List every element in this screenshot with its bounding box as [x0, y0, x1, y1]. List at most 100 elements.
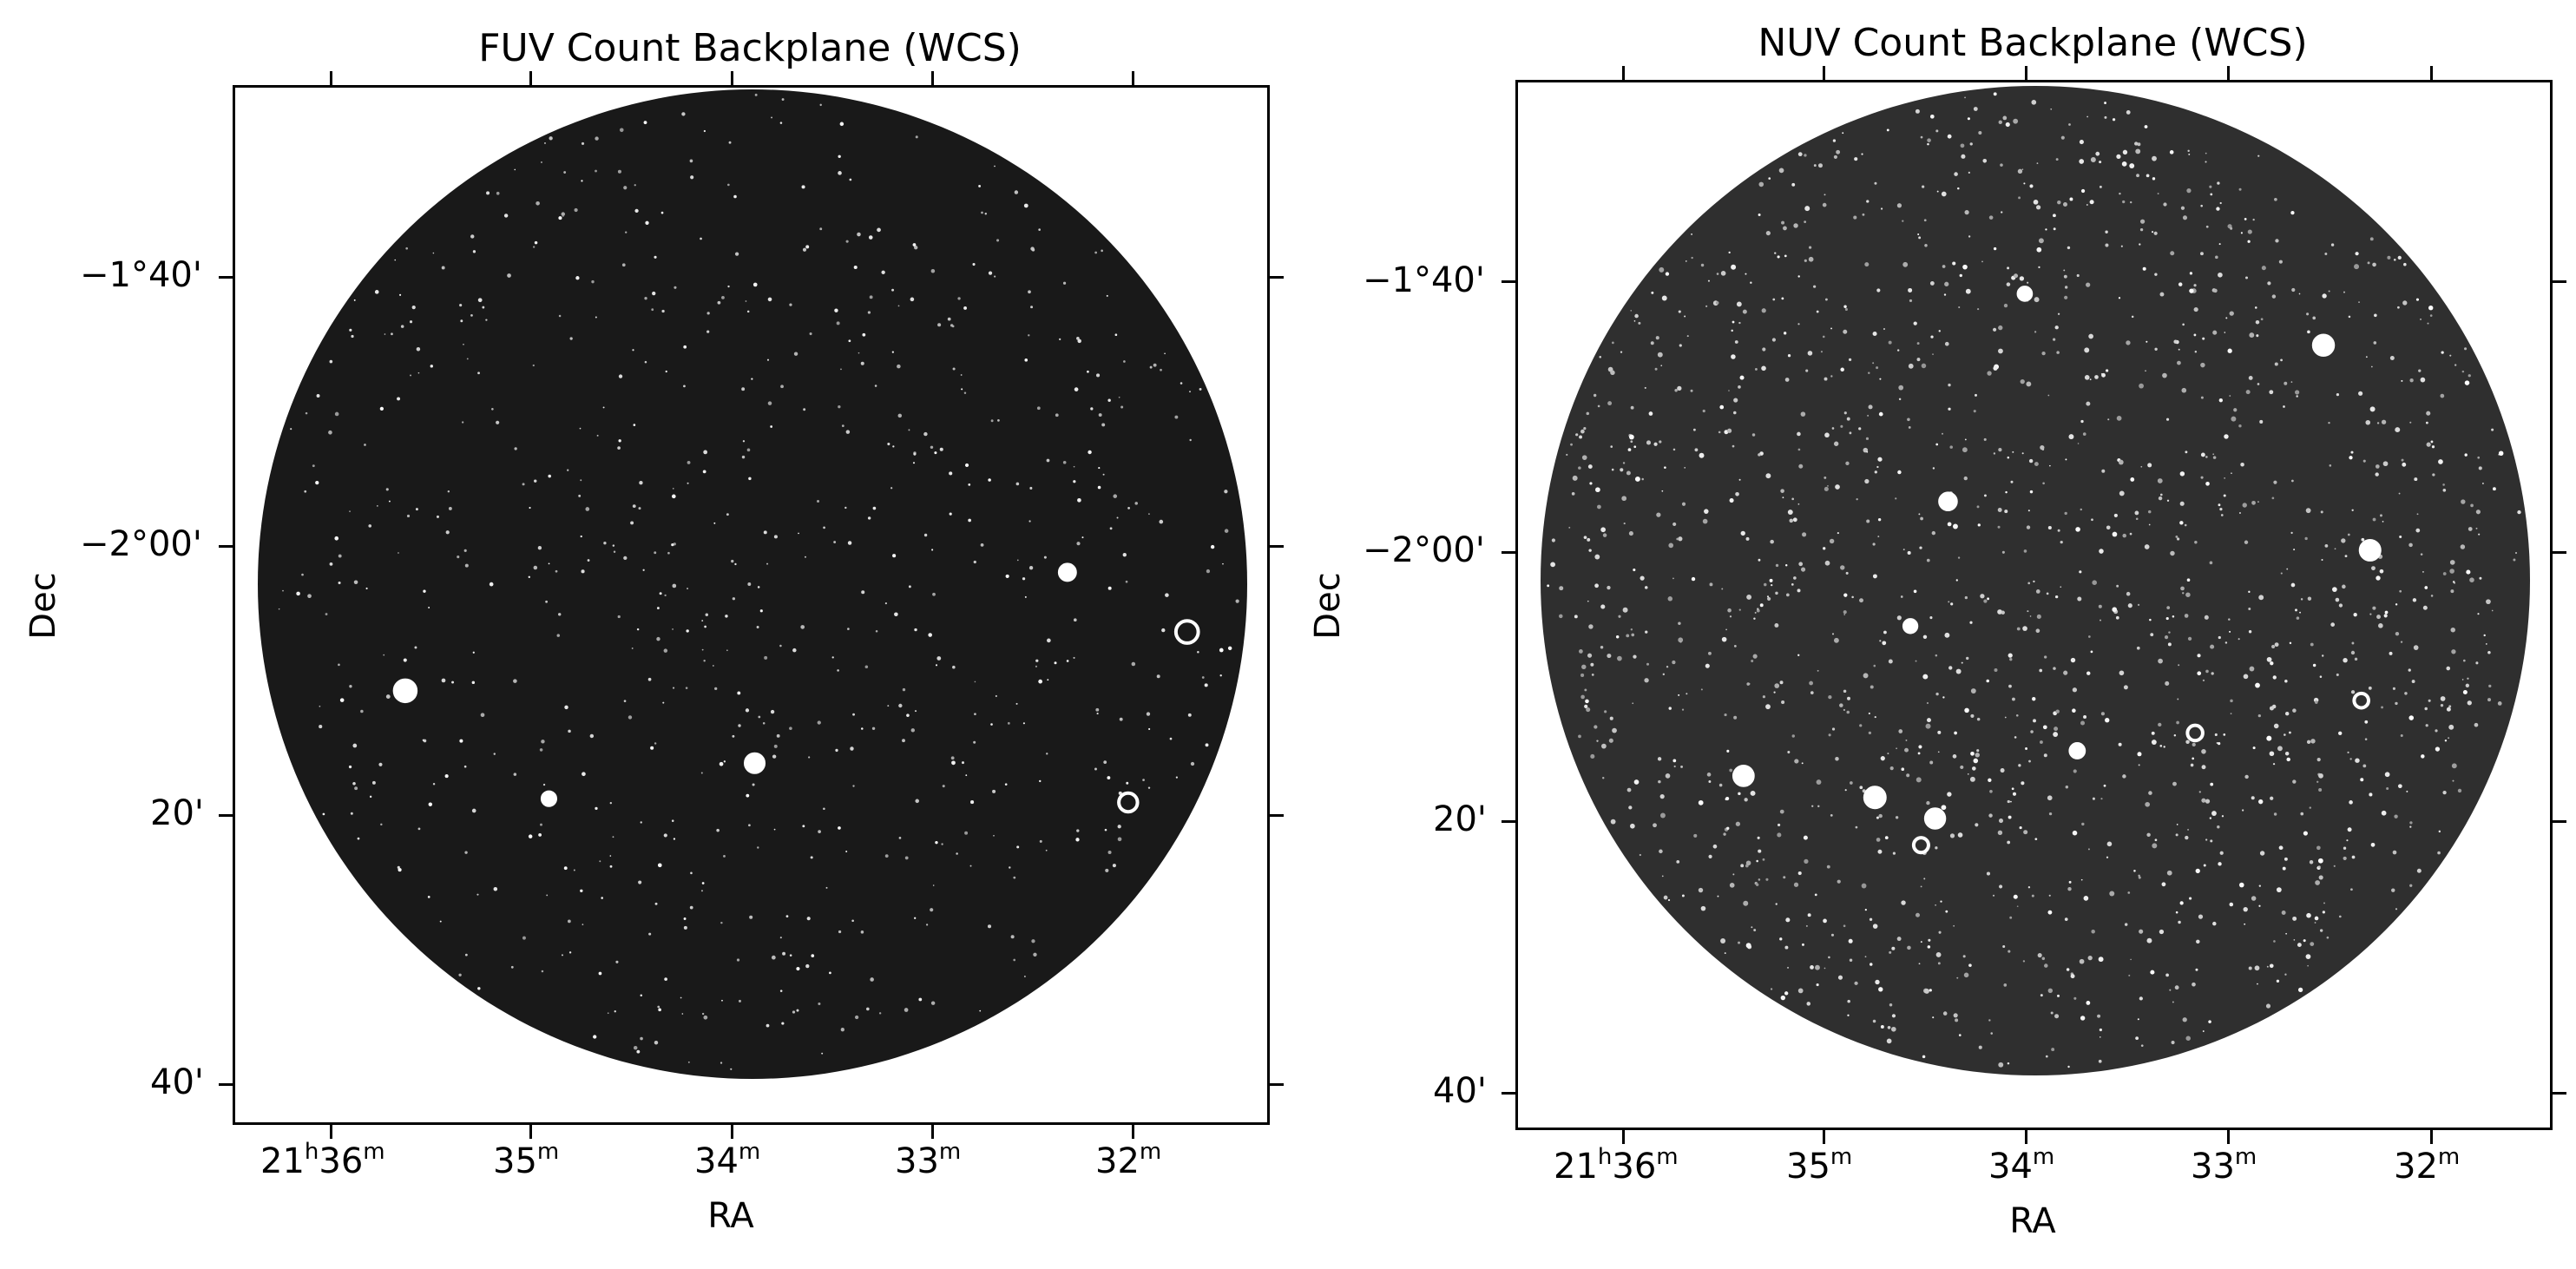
star — [1597, 504, 1601, 510]
star — [1658, 779, 1661, 784]
star — [1929, 115, 1935, 119]
star — [1835, 756, 1839, 761]
star — [2194, 540, 2198, 544]
star — [720, 1062, 723, 1064]
star — [2217, 825, 2220, 829]
star — [793, 352, 798, 356]
star — [803, 408, 806, 411]
star — [282, 589, 284, 592]
star — [949, 512, 952, 516]
star — [2122, 200, 2126, 204]
star — [2200, 476, 2204, 479]
star — [914, 628, 917, 632]
star — [1190, 761, 1195, 766]
star — [1983, 599, 1988, 603]
star — [1797, 323, 1800, 325]
star — [2157, 193, 2159, 195]
star — [884, 602, 887, 605]
star — [2273, 723, 2279, 729]
star — [2409, 421, 2412, 424]
star — [2481, 483, 2484, 484]
star — [1126, 781, 1129, 785]
star — [1824, 560, 1830, 566]
star — [2142, 266, 2146, 271]
star — [1948, 601, 1950, 603]
star — [1843, 329, 1848, 334]
star — [1831, 427, 1835, 430]
star — [2185, 835, 2189, 840]
star — [1705, 663, 1710, 668]
fuv-dec-tick-label: 20' — [150, 793, 204, 833]
star — [772, 754, 777, 759]
star — [2212, 453, 2215, 456]
star — [1650, 341, 1654, 345]
star — [1998, 447, 2002, 452]
star — [2381, 419, 2387, 424]
star — [2158, 658, 2163, 664]
star — [2379, 514, 2382, 517]
star — [568, 951, 572, 954]
star — [1733, 644, 1737, 648]
star — [789, 954, 792, 957]
fuv-left-tick — [219, 276, 233, 279]
star — [2218, 742, 2221, 746]
star — [1594, 583, 1599, 588]
star — [2470, 503, 2474, 508]
star — [374, 290, 379, 294]
star — [1153, 363, 1157, 367]
star — [609, 865, 613, 868]
star — [1920, 516, 1923, 521]
star — [1709, 582, 1713, 587]
star — [2218, 862, 2222, 866]
star — [2028, 759, 2031, 763]
star — [1676, 859, 1680, 864]
star — [1954, 172, 1958, 176]
star — [1935, 846, 1938, 850]
star — [1765, 473, 1771, 479]
star — [1733, 398, 1738, 403]
star — [1046, 458, 1050, 463]
bright-source — [1173, 619, 1200, 645]
star — [908, 429, 910, 431]
star — [352, 782, 356, 786]
star — [2368, 686, 2372, 690]
star — [1023, 203, 1028, 208]
star — [380, 823, 383, 826]
star — [2150, 633, 2154, 637]
star — [1029, 486, 1033, 490]
star — [2273, 480, 2277, 484]
star — [950, 324, 954, 327]
star — [1686, 693, 1688, 695]
star — [1779, 937, 1783, 941]
star — [1125, 580, 1128, 583]
star — [1873, 664, 1876, 667]
star — [1896, 747, 1897, 750]
star — [2221, 815, 2224, 818]
star — [2086, 204, 2088, 207]
star — [2077, 596, 2082, 602]
star — [2002, 115, 2008, 121]
star — [2001, 610, 2005, 615]
star — [796, 966, 800, 971]
star — [1900, 595, 1903, 598]
star — [992, 789, 996, 793]
star — [1872, 542, 1876, 546]
star — [1015, 702, 1018, 705]
star — [1926, 701, 1929, 705]
star — [1024, 976, 1026, 977]
star — [749, 915, 753, 919]
star — [1806, 1002, 1811, 1006]
star — [2401, 379, 2403, 382]
star — [664, 977, 667, 981]
star — [1964, 210, 1969, 215]
star — [1608, 738, 1613, 743]
star — [1612, 727, 1617, 733]
star — [2060, 540, 2063, 544]
star — [1809, 681, 1814, 686]
star — [1666, 665, 1669, 668]
fuv-y-axis-label: Dec — [23, 572, 63, 640]
star — [713, 665, 714, 667]
star — [2442, 790, 2447, 795]
star — [2165, 418, 2170, 421]
star — [493, 886, 498, 891]
